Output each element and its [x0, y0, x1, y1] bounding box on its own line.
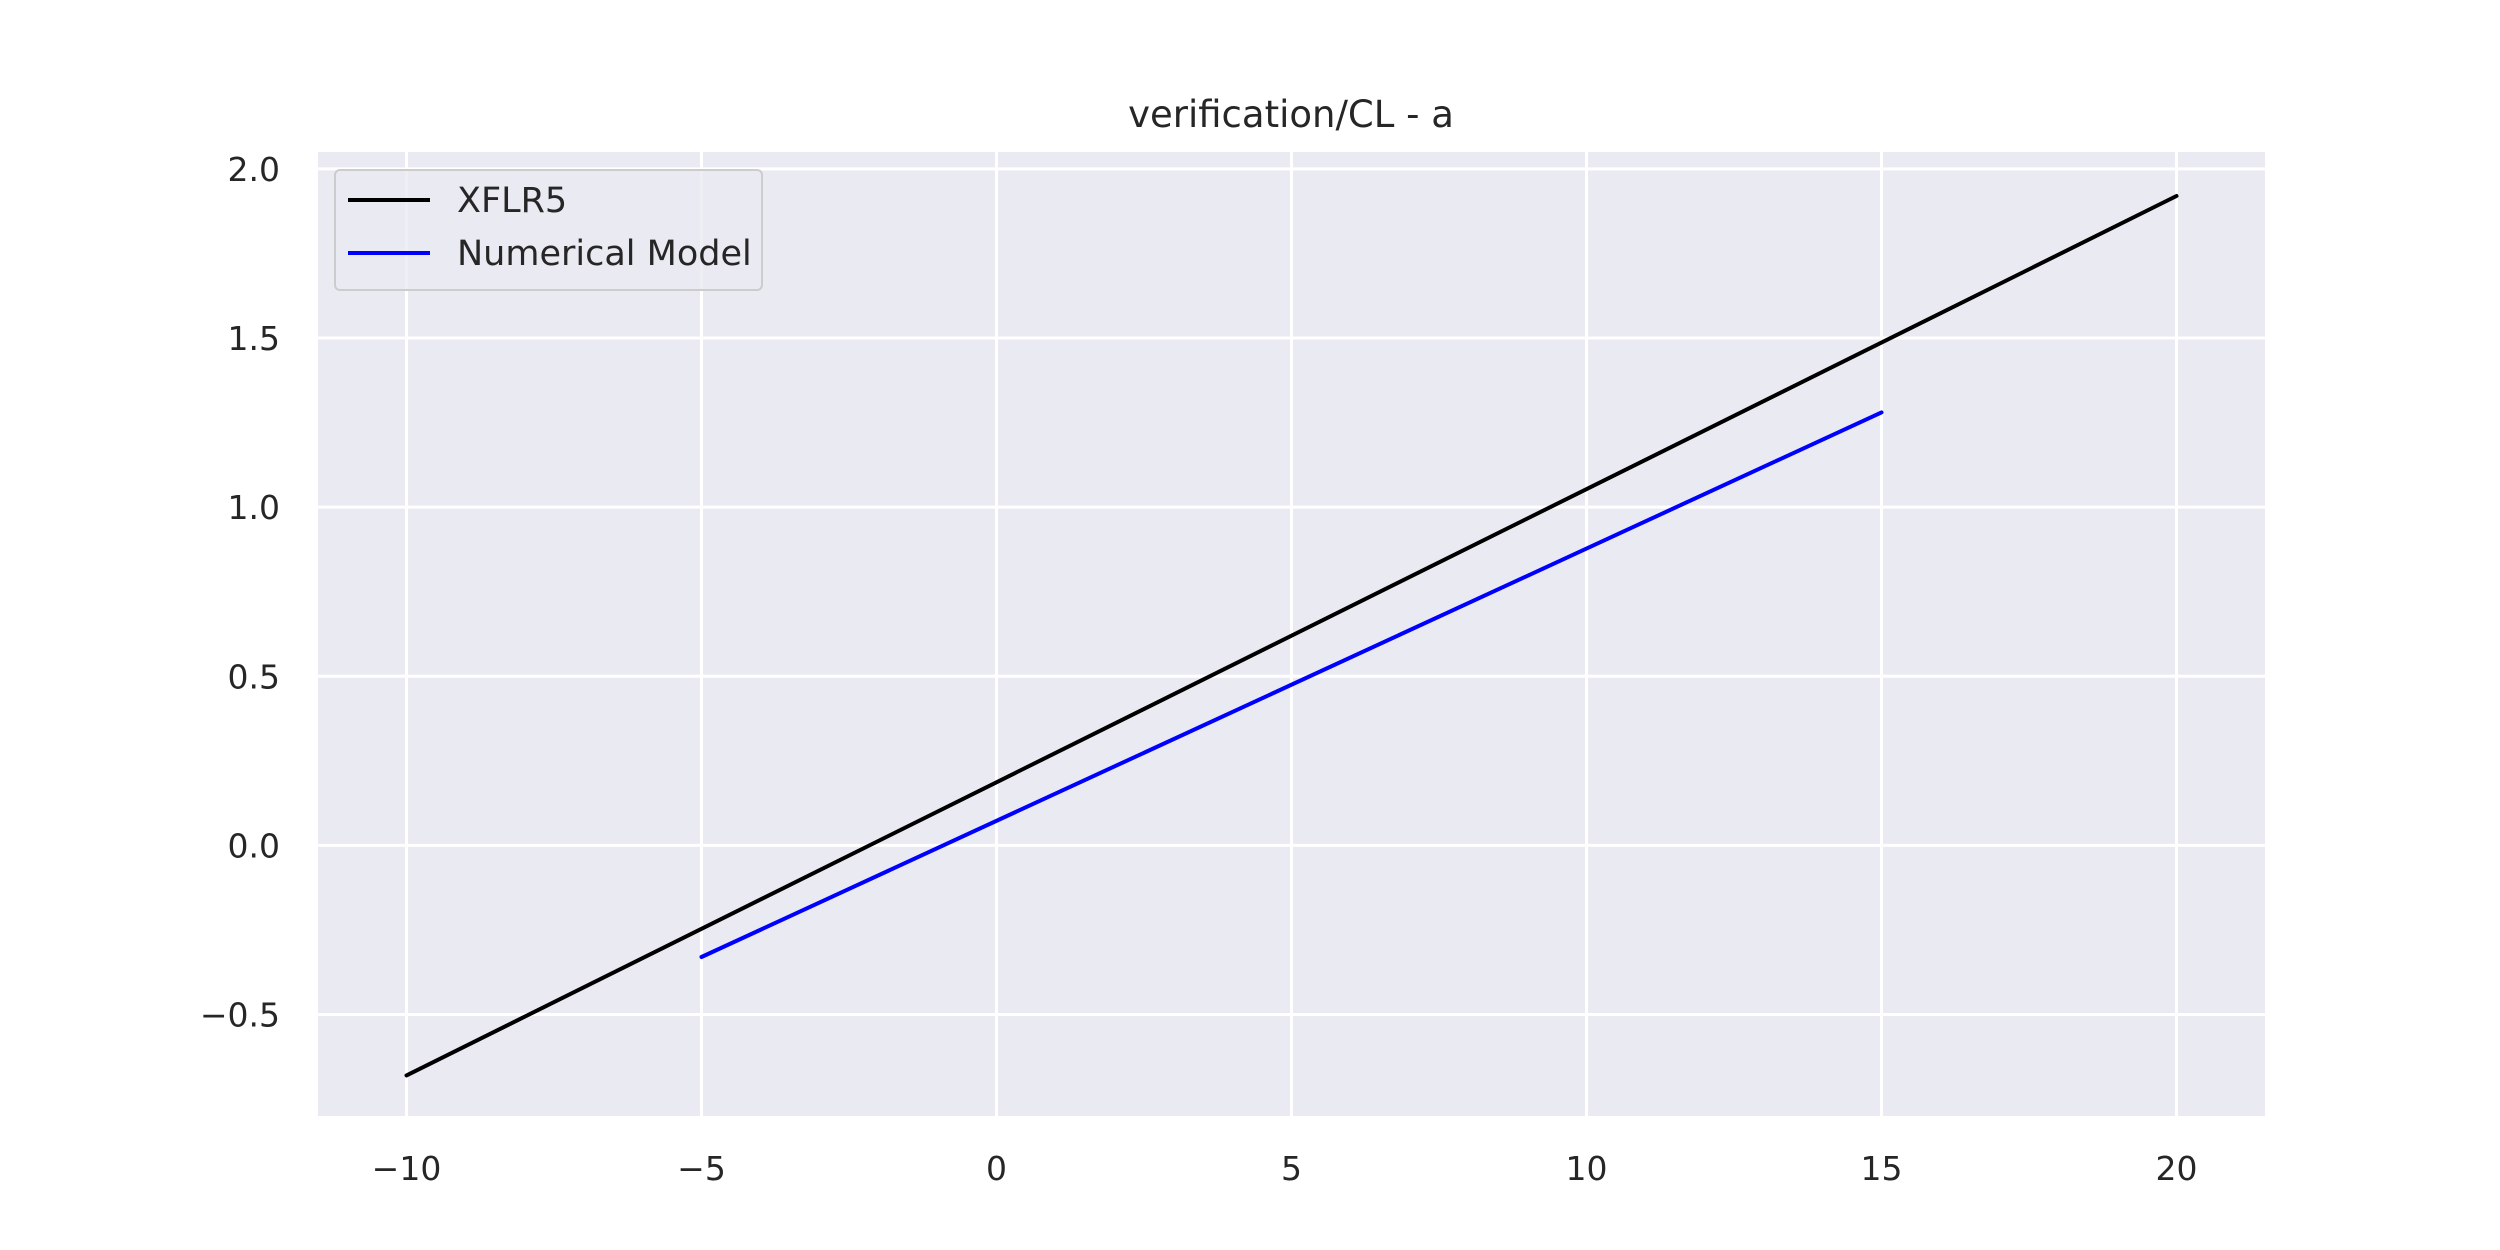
y-axis-ticks: −0.5 0.0 0.5 1.0 1.5 2.0: [200, 150, 280, 1035]
legend-frame: [334, 169, 763, 291]
x-tick-label: −5: [677, 1149, 726, 1188]
x-axis-ticks: −10 −5 0 5 10 15 20: [372, 1149, 2198, 1188]
y-tick-label: 1.0: [228, 488, 280, 527]
series-layer: [404, 194, 2179, 1078]
chart-title: verification/CL - a: [1128, 93, 1454, 136]
x-tick-label: 10: [1566, 1149, 1608, 1188]
y-tick-label: 0.0: [228, 826, 280, 865]
x-tick-label: −10: [372, 1149, 442, 1188]
y-tick-label: 0.5: [228, 657, 280, 696]
x-tick-label: 0: [986, 1149, 1007, 1188]
grid: [318, 152, 2265, 1116]
y-tick-label: −0.5: [200, 996, 280, 1035]
legend: XFLR5 Numerical Model: [334, 169, 763, 291]
y-tick-label: 1.5: [228, 319, 280, 358]
series-line-xflr5: [404, 194, 2179, 1078]
legend-label-xflr5: XFLR5: [457, 181, 567, 221]
x-tick-label: 15: [1861, 1149, 1903, 1188]
x-tick-label: 20: [2156, 1149, 2198, 1188]
x-tick-label: 5: [1281, 1149, 1302, 1188]
series-line-numerical-model: [699, 410, 1884, 959]
y-tick-label: 2.0: [228, 150, 280, 189]
legend-label-numerical-model: Numerical Model: [457, 234, 752, 274]
